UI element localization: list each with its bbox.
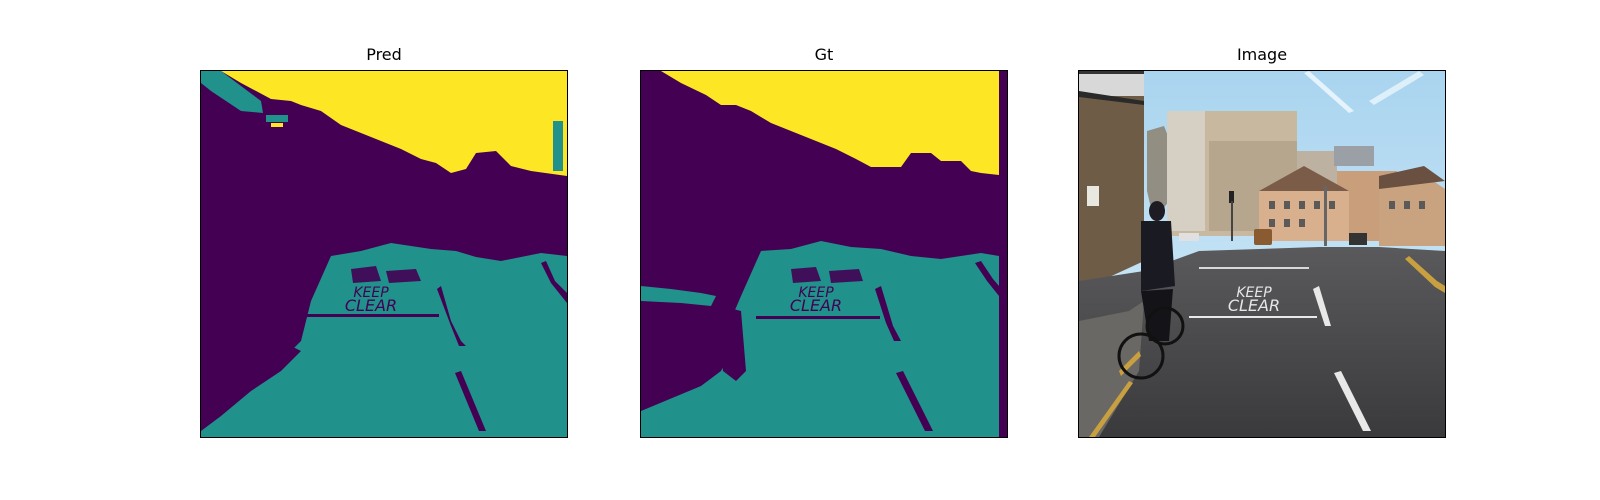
street-photo: KEEP CLEAR [1078,70,1446,438]
pred-title: Pred [366,45,402,64]
image-title: Image [1236,45,1288,64]
pred-mask-image: KEEP CLEAR [200,70,568,438]
pred-clear-text: CLEAR [345,296,397,315]
gt-keep-text: KEEP [798,285,834,301]
gt-mask-image: KEEP CLEAR [640,70,1008,438]
gt-panel: Gt KEEP CLEAR [640,43,1008,440]
cyclist [1117,201,1185,380]
photo-clear-text: CLEAR [1228,296,1280,315]
pred-panel: Pred KEEP CLEAR [200,43,568,440]
gt-title: Gt [814,45,834,64]
pred-keep-text: KEEP [353,285,389,301]
image-panel: Image [1078,43,1446,440]
gt-clear-text: CLEAR [790,296,842,315]
photo-keep-text: KEEP [1236,285,1272,301]
